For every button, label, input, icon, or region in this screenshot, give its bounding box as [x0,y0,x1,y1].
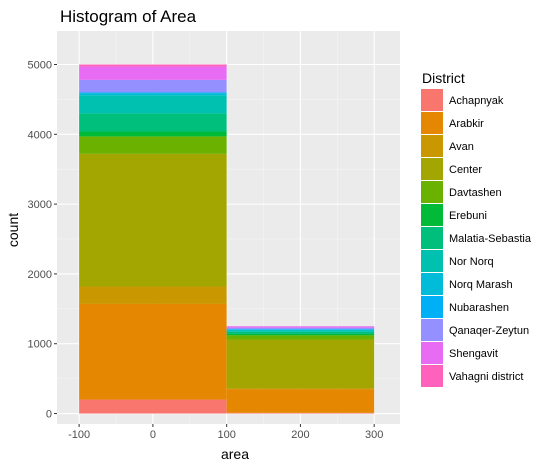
bar-segment-davtashen [226,335,375,340]
bar-segment-malatia-sebastia [79,113,227,132]
bar-segment-shengavit [79,66,227,80]
bar-segment-arabkir [226,389,375,413]
bar-segment-center [79,153,227,287]
chart-title: Histogram of Area [60,7,197,26]
x-tick-label: 100 [217,429,235,441]
legend-title: District [422,70,465,86]
bar-segment-nor-norq [79,95,227,114]
y-axis: 0 1000 2000 3000 4000 5000 [28,60,57,421]
y-tick-label: 2000 [28,269,52,281]
legend-label: Norq Marash [449,279,513,291]
x-axis: -100 0 100 200 300 [68,424,383,441]
bar-segment-achapnyak [79,399,227,414]
bar-segment-avan [79,286,227,304]
y-tick-label: 1000 [28,339,52,351]
legend-key [421,365,443,387]
legend-key [421,135,443,157]
legend-key [421,273,443,295]
bar-segment-achapnyak [226,412,375,414]
bar-segment-arabkir [79,303,227,400]
legend-key [421,342,443,364]
bar-segment-nubarashen [79,92,227,94]
y-axis-title: count [5,213,21,247]
y-tick-label: 3000 [28,199,52,211]
bar-segment-malatia-sebastia [226,331,375,334]
legend-label: Qanaqer-Zeytun [449,325,529,337]
legend-label: Malatia-Sebastia [449,233,532,245]
bar-segment-norq-marash [226,329,375,331]
legend-label: Erebuni [449,210,487,222]
legend-key [421,296,443,318]
x-tick-label: 300 [365,429,383,441]
bar-segment-nor-norq [226,330,375,332]
legend-key [421,319,443,341]
bar-segment-erebuni [79,131,227,137]
x-tick-label: 200 [291,429,309,441]
bar-segment-qanaqer-zeytun [226,327,375,330]
y-tick-label: 4000 [28,129,52,141]
legend-key [421,89,443,111]
bar-segment-norq-marash [79,93,227,96]
bar-segment-vahagni-district [79,64,227,67]
legend-label: Arabkir [449,118,484,130]
legend-label: Achapnyak [449,95,504,107]
y-tick-label: 0 [46,409,52,421]
legend-label: Vahagni district [449,371,523,383]
legend-label: Shengavit [449,348,498,360]
legend-label: Davtashen [449,187,502,199]
y-tick-label: 5000 [28,60,52,72]
legend-label: Avan [449,141,474,153]
legend-key [421,227,443,249]
bar-segment-avan [226,388,375,390]
x-tick-label: -100 [68,429,90,441]
legend-key [421,112,443,134]
legend-items: Achapnyak Arabkir Avan Center Davtashen Erebu… [421,89,532,387]
histogram-bars [79,64,375,414]
bar-segment-erebuni [226,333,375,336]
x-axis-title: area [221,446,249,462]
legend-label: Nor Norq [449,256,494,268]
bar-segment-nubarashen [226,329,375,330]
bar-segment-qanaqer-zeytun [79,79,227,93]
bar-segment-center [226,339,375,389]
legend-label: Center [449,164,482,176]
bar-segment-shengavit [226,326,375,328]
legend-key [421,181,443,203]
legend-key [421,250,443,272]
legend: District Achapnyak Arabkir Avan Center Davta… [421,70,532,387]
bar-segment-davtashen [79,136,227,154]
legend-key [421,158,443,180]
x-tick-label: 0 [150,429,156,441]
legend-key [421,204,443,226]
legend-label: Nubarashen [449,302,509,314]
